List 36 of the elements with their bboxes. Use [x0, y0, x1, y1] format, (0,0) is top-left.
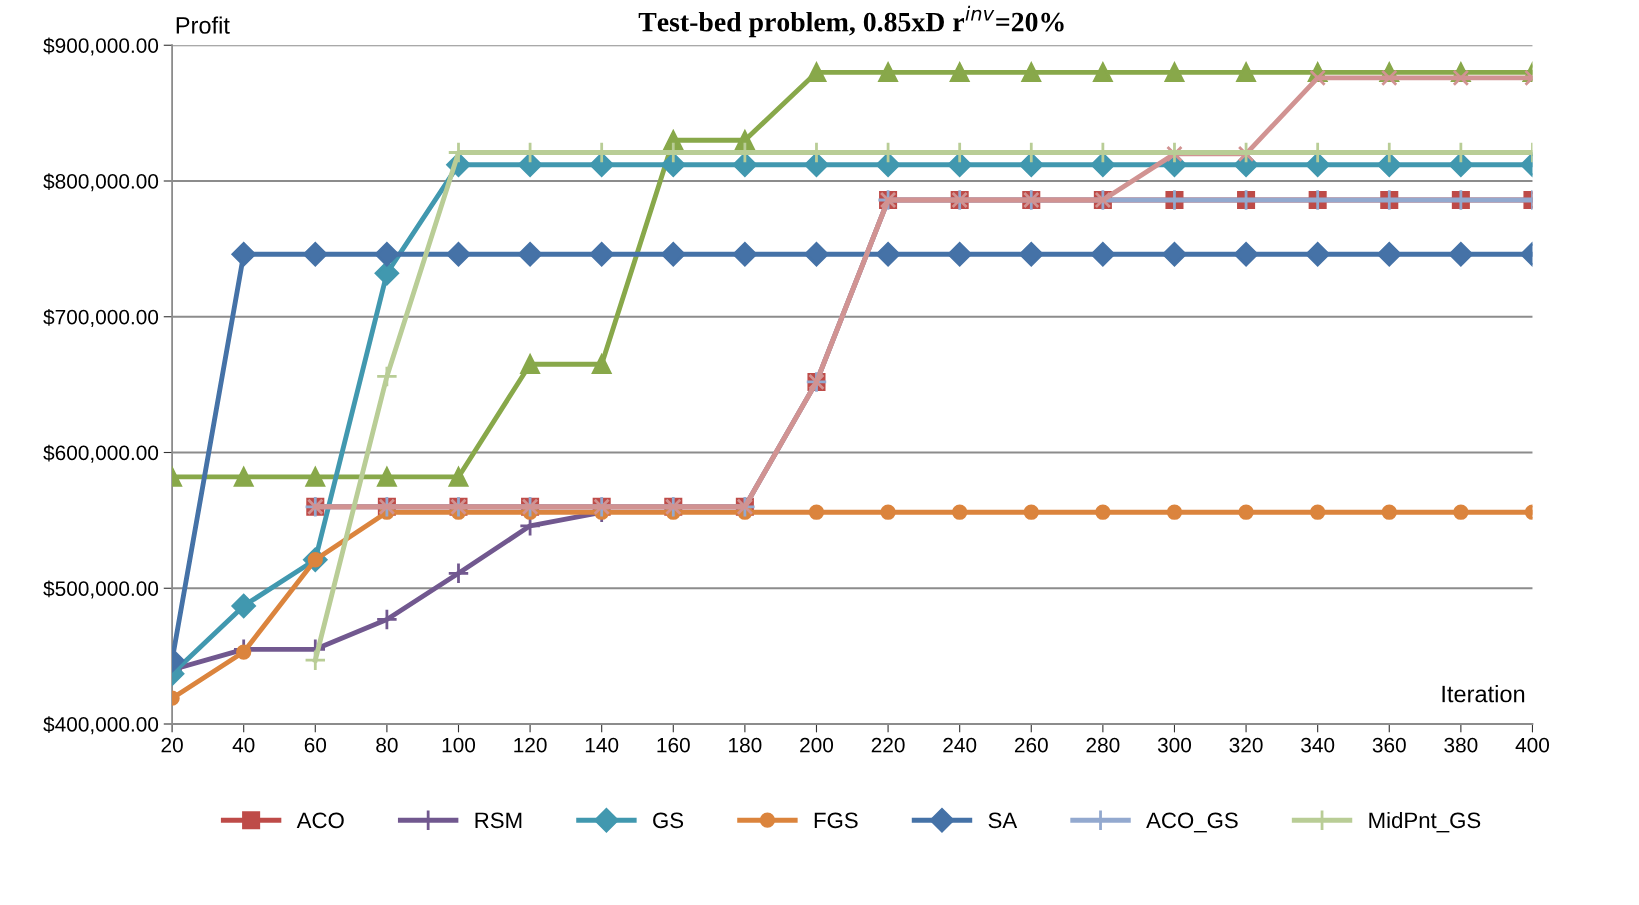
x-tick-label: 180: [729, 737, 762, 753]
x-tick-label: 60: [304, 737, 327, 753]
x-tick-label: 200: [800, 737, 834, 753]
x-tick-label: 40: [232, 737, 255, 753]
x-tick-label: 380: [1444, 737, 1478, 753]
x-tick-label: 140: [585, 737, 619, 753]
y-tick-label: $800,000.00: [43, 173, 159, 192]
legend-label: RSM: [475, 812, 522, 829]
y-tick-label: $400,000.00: [43, 716, 159, 735]
legend-label: GS: [653, 812, 684, 829]
x-tick-label: 80: [376, 737, 398, 753]
x-tick-label: 280: [1086, 737, 1120, 753]
x-axis-title: Iteration: [1442, 685, 1525, 703]
y-tick-label: $500,000.00: [43, 580, 159, 599]
x-tick-label: 400: [1515, 737, 1550, 753]
x-tick-label: 360: [1372, 737, 1406, 753]
y-tick-label: $600,000.00: [43, 444, 159, 463]
x-tick-label: 160: [657, 737, 690, 753]
legend-label: MidPnt_GS: [1369, 811, 1481, 833]
x-tick-label: 20: [161, 737, 183, 753]
x-tick-label: 300: [1157, 737, 1192, 753]
y-tick-label: $700,000.00: [43, 308, 159, 327]
legend-label: FGS: [814, 812, 858, 829]
x-tick-label: 120: [514, 737, 547, 753]
legend-label: SA: [988, 812, 1018, 829]
x-tick-label: 220: [871, 737, 905, 753]
legend-label: ACO: [296, 812, 344, 829]
x-tick-label: 320: [1229, 737, 1263, 753]
x-tick-label: 100: [442, 737, 476, 753]
y-tick-label: $900,000.00: [43, 37, 159, 56]
x-tick-label: 260: [1014, 737, 1048, 753]
legend-label: ACO_GS: [1146, 812, 1238, 833]
chart-title: Test-bed problem, 0.85xD r$^{inv}$=20%: [638, 5, 1064, 38]
y-axis-title: Profit: [176, 16, 230, 34]
x-tick-label: 340: [1301, 737, 1335, 753]
x-tick-label: 240: [943, 737, 977, 753]
